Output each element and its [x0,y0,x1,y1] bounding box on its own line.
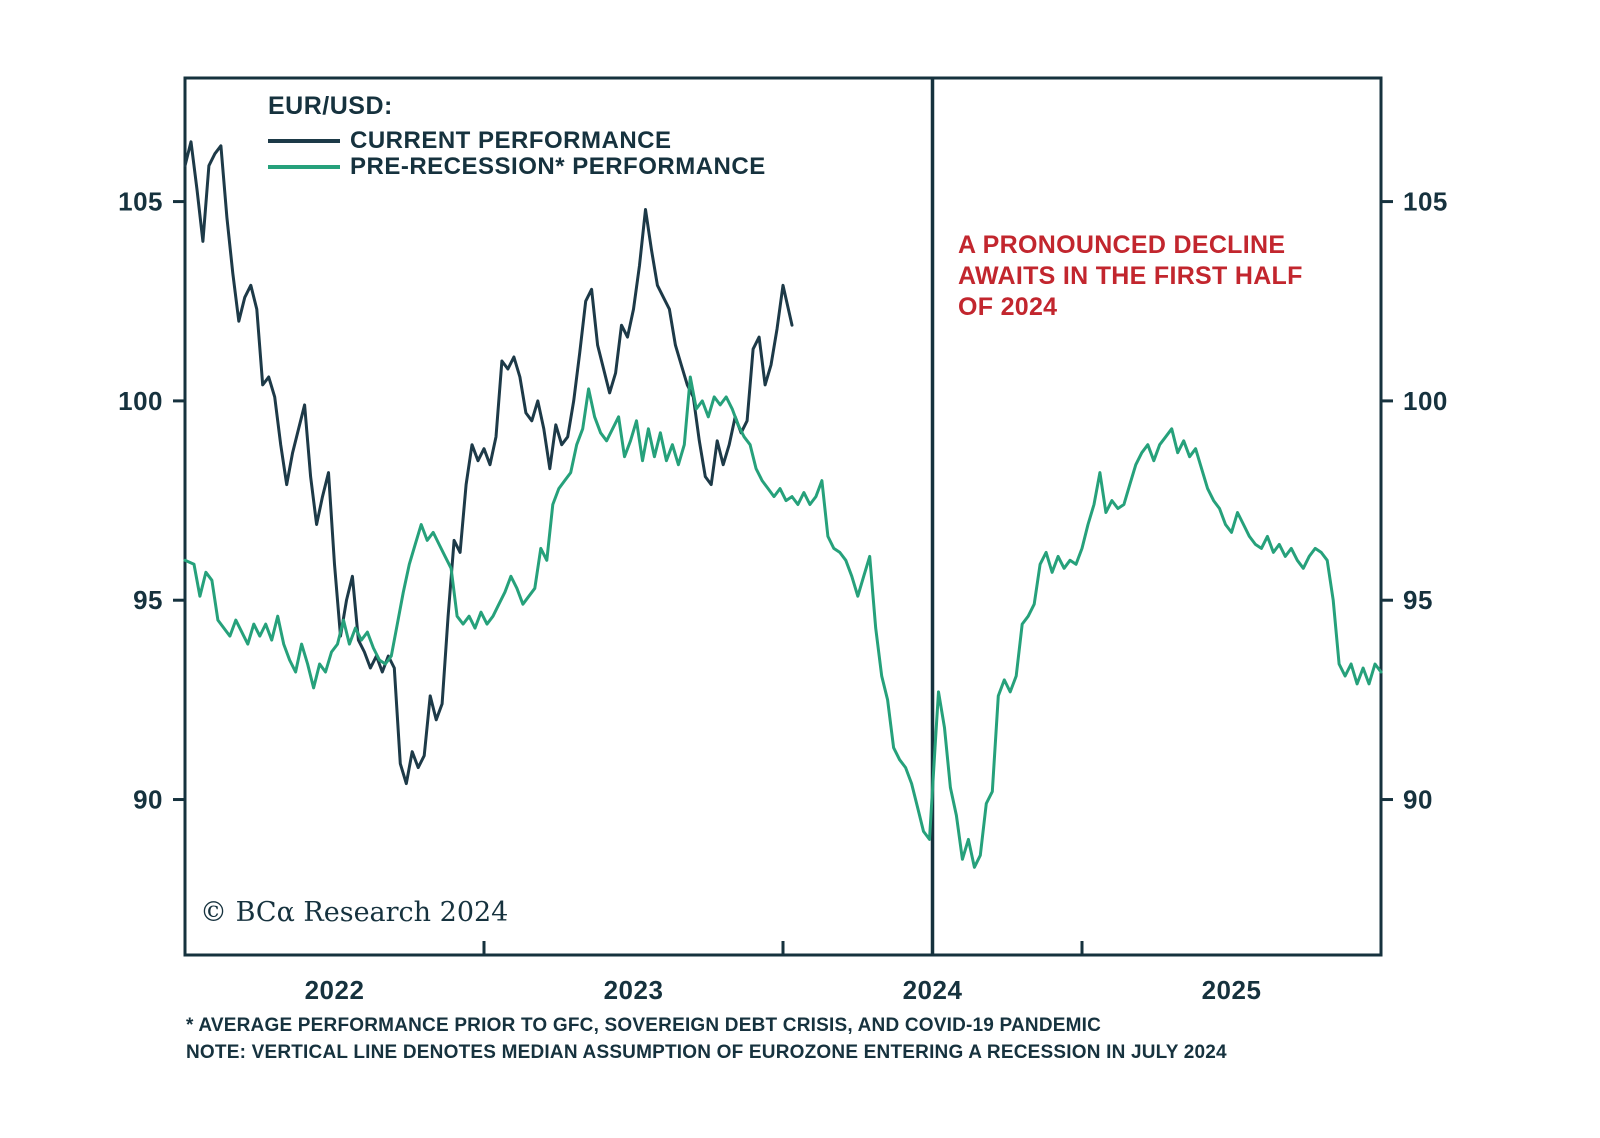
copyright-notice: © BCα Research 2024 [200,897,509,928]
y-axis-label-left: 90 [133,785,163,815]
footnote-asterisk: * AVERAGE PERFORMANCE PRIOR TO GFC, SOVE… [186,1015,1102,1036]
legend-label-current: CURRENT PERFORMANCE [350,127,672,154]
y-axis-label-left: 105 [118,187,163,217]
x-axis-label: 2025 [1202,975,1262,1005]
x-axis-label: 2022 [305,975,365,1005]
series-line-prerecession [183,375,1383,869]
recession-annotation: A PRONOUNCED DECLINE AWAITS IN THE FIRST… [958,230,1303,323]
series-line-current [183,140,794,786]
y-axis-label-right: 105 [1403,187,1448,217]
chart-footnotes: * AVERAGE PERFORMANCE PRIOR TO GFC, SOVE… [186,1012,1227,1066]
x-axis-label: 2024 [903,975,963,1005]
footnote-note: NOTE: VERTICAL LINE DENOTES MEDIAN ASSUM… [186,1042,1227,1063]
legend-item-current: CURRENT PERFORMANCE [268,127,766,154]
prerecession-performance-line-swatch [268,165,340,169]
current-performance-line-swatch [268,139,340,143]
y-axis-label-right: 95 [1403,585,1433,615]
y-axis-label-right: 90 [1403,785,1433,815]
annotation-line-3: OF 2024 [958,293,1058,321]
y-axis-label-right: 100 [1403,386,1448,416]
y-axis-label-left: 100 [118,386,163,416]
y-axis-label-left: 95 [133,585,163,615]
legend-title: EUR/USD: [268,92,393,120]
chart-legend: EUR/USD: CURRENT PERFORMANCE PRE-RECESSI… [268,92,766,180]
legend-item-prerecession: PRE-RECESSION* PERFORMANCE [268,153,766,180]
x-axis-label: 2023 [604,975,664,1005]
annotation-line-1: A PRONOUNCED DECLINE [958,231,1286,259]
annotation-line-2: AWAITS IN THE FIRST HALF [958,262,1303,290]
legend-label-prerecession: PRE-RECESSION* PERFORMANCE [350,153,766,180]
plot-frame [183,76,1383,957]
